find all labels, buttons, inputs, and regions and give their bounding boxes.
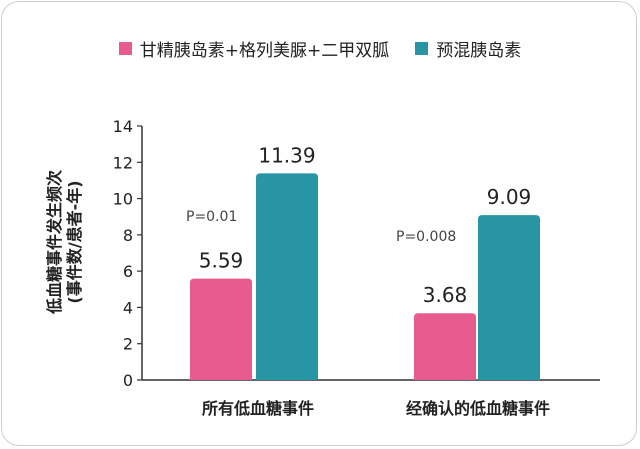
legend-swatch-series-2 — [415, 42, 429, 55]
y-tick-label: 6 — [123, 262, 133, 281]
legend-item-series-1: 甘精胰岛素+格列美脲+二甲双胍 — [118, 36, 390, 61]
legend-label-series-2: 预混胰岛素 — [436, 41, 522, 61]
legend-item-series-2: 预混胰岛素 — [415, 36, 521, 61]
p-value-annotation-1: P=0.01 — [186, 209, 237, 225]
y-tick-label: 12 — [113, 153, 133, 172]
x-category-label-2: 经确认的低血糖事件 — [406, 399, 550, 418]
data-label-1-series-1: 5.59 — [199, 249, 244, 273]
bar-2-series-2 — [478, 215, 540, 380]
data-label-2-series-1: 3.68 — [423, 283, 468, 307]
y-axis-title-line-1: 低血糖事件发生频次 — [45, 170, 64, 315]
bar-1-series-2 — [256, 173, 318, 380]
legend: 甘精胰岛素+格列美脲+二甲双胍 预混胰岛素 — [0, 36, 640, 61]
data-label-1-series-2: 11.39 — [258, 143, 315, 167]
y-tick-label: 4 — [123, 298, 133, 317]
y-tick-label: 8 — [123, 226, 133, 245]
y-axis-title: 低血糖事件发生频次 (事件数/患者-年) — [45, 170, 84, 315]
bar-1-series-1 — [190, 278, 252, 380]
y-tick-label: 0 — [123, 371, 133, 390]
bar-2-series-1 — [414, 313, 476, 380]
y-tick-label: 10 — [113, 190, 133, 209]
y-tick-label: 2 — [123, 335, 133, 354]
data-label-2-series-2: 9.09 — [487, 185, 532, 209]
p-value-annotation-2: P=0.008 — [396, 229, 456, 245]
legend-swatch-series-1 — [118, 42, 132, 55]
y-axis-title-line-2: (事件数/患者-年) — [65, 180, 84, 303]
y-tick-label: 14 — [113, 117, 133, 136]
x-category-label-1: 所有低血糖事件 — [202, 399, 314, 418]
legend-label-series-1: 甘精胰岛素+格列美脲+二甲双胍 — [139, 41, 390, 61]
